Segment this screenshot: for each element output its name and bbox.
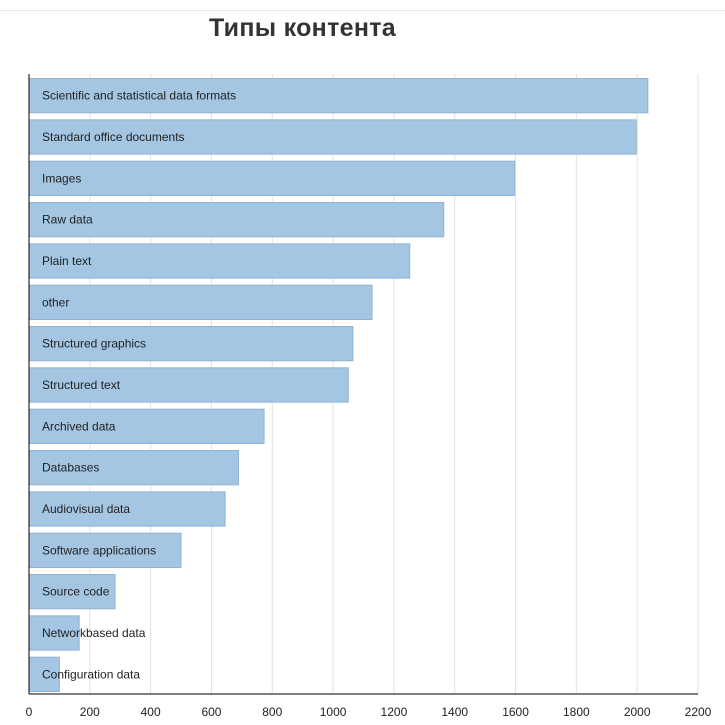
bar-label: Scientific and statistical data formats <box>42 89 236 103</box>
bar[interactable] <box>28 656 60 692</box>
bar-label: Configuration data <box>42 667 140 681</box>
bar-label: Structured graphics <box>42 337 146 351</box>
x-tick-label: 2000 <box>624 705 651 719</box>
top-divider <box>0 10 725 11</box>
bar-label: Plain text <box>42 254 92 268</box>
bars <box>28 78 649 692</box>
bar-label: Audiovisual data <box>42 502 130 516</box>
x-axis: 0 200 400 600 800 1000 1200 1400 1600 1800 2000 220… <box>26 74 712 719</box>
x-tick-label: 200 <box>80 705 100 719</box>
bar-label: Networkbased data <box>42 626 146 640</box>
bar-label: Standard office documents <box>42 130 185 144</box>
bar-label: Structured text <box>42 378 121 392</box>
bar-label: Source code <box>42 585 110 599</box>
x-tick-label: 1000 <box>320 705 347 719</box>
bar[interactable] <box>28 367 349 403</box>
bar[interactable] <box>28 491 226 527</box>
bar-label: other <box>42 295 69 309</box>
bar-label: Archived data <box>42 419 116 433</box>
bar[interactable] <box>28 408 265 444</box>
bar-label: Software applications <box>42 543 156 557</box>
bar[interactable] <box>28 284 373 320</box>
bar[interactable] <box>28 532 182 568</box>
bar[interactable] <box>28 450 240 486</box>
x-tick-label: 0 <box>26 705 33 719</box>
x-tick-label: 400 <box>141 705 161 719</box>
x-tick-label: 1600 <box>502 705 529 719</box>
x-tick-label: 2200 <box>685 705 712 719</box>
x-tick-label: 600 <box>201 705 221 719</box>
x-tick-label: 1800 <box>563 705 590 719</box>
x-tick-label: 1400 <box>441 705 468 719</box>
bar[interactable] <box>28 160 516 196</box>
bar[interactable] <box>28 574 116 610</box>
x-tick-label: 1200 <box>381 705 408 719</box>
chart-title: Типы контента <box>209 14 396 42</box>
bar-label: Images <box>42 171 81 185</box>
x-tick-label: 800 <box>262 705 282 719</box>
bar-label: Raw data <box>42 213 93 227</box>
bar-label: Databases <box>42 461 99 475</box>
bar-labels: Scientific and statistical data formats S… <box>42 89 236 682</box>
bar[interactable] <box>28 615 80 651</box>
